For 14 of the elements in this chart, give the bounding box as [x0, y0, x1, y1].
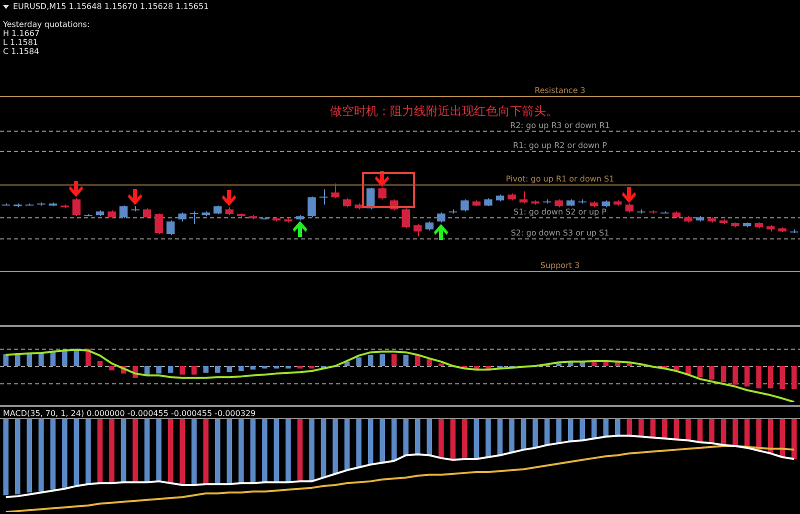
ref-line-label: R2: go up R3 or down R1	[510, 120, 610, 130]
chart-title: MACD(35, 70, 1, 24) 0.000000 -0.000455 -0.000455 -0.000329	[3, 409, 256, 418]
chart-title: EURUSD,M15 1.15648 1.15670 1.15628 1.15651	[13, 2, 209, 11]
ref-line-label: R1: go up R2 or down P	[513, 140, 608, 150]
text: 做空时机：阻力线附近出现红色向下箭头。	[330, 103, 558, 120]
text: Yesterday quotations:	[3, 20, 90, 29]
ref-line-label: Pivot: go up R1 or down S1	[506, 174, 614, 184]
ref-line-label: S1: go down S2 or up P	[513, 207, 607, 216]
text: L 1.1581	[3, 38, 38, 47]
ref-line-label: Resistance 3	[534, 86, 586, 96]
ref-line-label: S2: go down S3 or up S1	[510, 228, 610, 238]
text: C 1.1584	[3, 47, 40, 56]
ref-line-label: Support 3	[540, 261, 580, 270]
text: H 1.1667	[3, 29, 40, 38]
